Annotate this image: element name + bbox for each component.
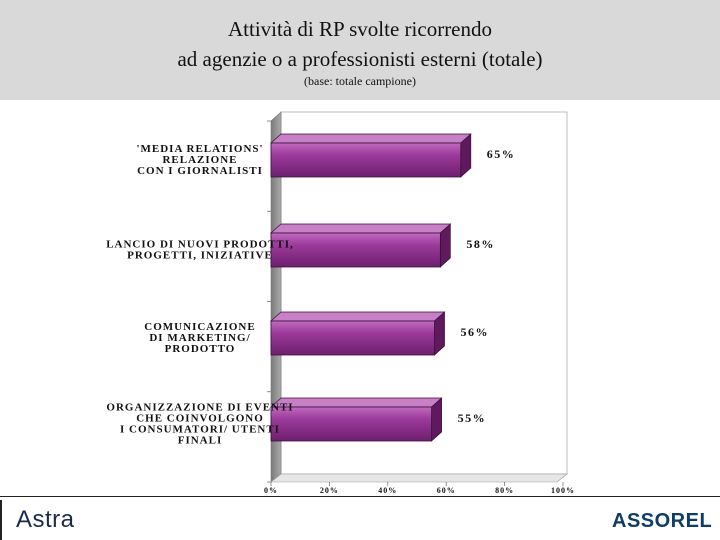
category-label: FINALI [178, 435, 223, 447]
category-label: COMUNICAZIONE [144, 321, 255, 333]
category-label: PRODOTTO [165, 343, 236, 355]
category-label: PROGETTI, INIZIATIVE [127, 250, 273, 262]
x-tick-label: 0% [264, 486, 278, 495]
category-label: CON I GIORNALISTI [137, 165, 263, 177]
plot-floor [270, 473, 568, 483]
footer-left-bracket [0, 500, 8, 540]
bar-top-face [270, 311, 446, 322]
data-label: 56% [461, 325, 490, 339]
category-label: DI MARKETING/ [149, 332, 250, 344]
astra-logo: Astra [16, 506, 75, 533]
x-tick-label: 80% [495, 486, 514, 495]
bar [270, 320, 435, 356]
x-tick-label: 20% [320, 486, 339, 495]
assorel-logo: ASSOREL [612, 510, 713, 532]
bar-chart: 0% 20% 40% 60% 80% 100% 65% 'MEDIA RELATIONS'RE… [106, 111, 575, 495]
chart-title-line-1: Attività di RP svolte ricorrendo [227, 17, 493, 41]
data-label: 58% [466, 237, 495, 251]
bar [270, 406, 433, 442]
data-label: 55% [458, 411, 487, 425]
bar-top-face [270, 133, 472, 144]
header-band: Attività di RP svolte ricorrendo ad agen… [0, 0, 720, 100]
x-tick-label: 100% [551, 486, 575, 495]
chart-title-line-2: ad agenzie o a professionisti esterni (t… [177, 47, 543, 71]
bar-top-face [270, 397, 443, 408]
bar-top-face [270, 223, 452, 234]
bar [270, 142, 462, 178]
category-label: LANCIO DI NUOVI PRODOTTI, [106, 239, 294, 251]
category-label: RELAZIONE [162, 154, 237, 166]
category-label: CHE COINVOLGONO [136, 413, 264, 425]
x-tick-label: 40% [378, 486, 397, 495]
category-label: 'MEDIA RELATIONS' [136, 143, 263, 155]
chart-subtitle: (base: totale campione) [304, 74, 416, 88]
x-tick-label: 60% [437, 486, 456, 495]
data-label: 65% [487, 147, 516, 161]
category-label: I CONSUMATORI/ UTENTI [120, 424, 280, 436]
category-label: ORGANIZZAZIONE DI EVENTI [106, 402, 293, 414]
footer-divider [0, 496, 720, 497]
bar [270, 232, 441, 268]
